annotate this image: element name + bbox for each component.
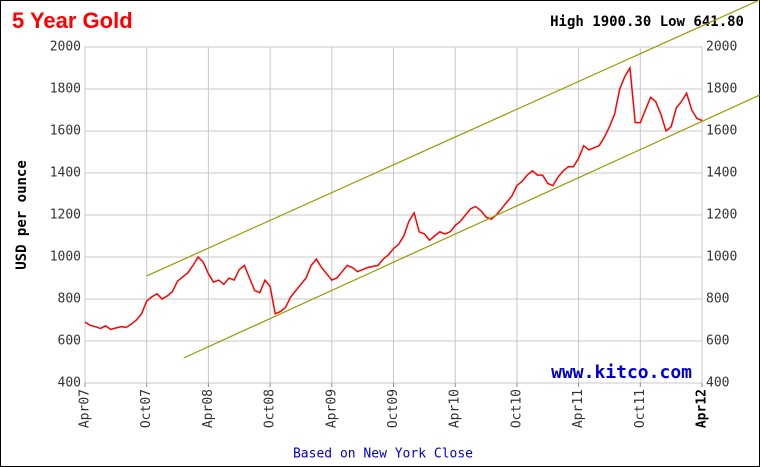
watermark: www.kitco.com: [551, 362, 692, 383]
x-tick-label: Oct11: [633, 389, 648, 428]
trend-line: [183, 94, 760, 359]
x-tick-label: Apr10: [448, 389, 463, 428]
y-tick-label-right: 2000: [706, 40, 737, 55]
y-tick-label: 600: [58, 334, 81, 349]
y-tick-label: 2000: [50, 40, 81, 55]
x-tick-label: Oct08: [263, 389, 278, 428]
x-tick-label: Apr12: [695, 389, 710, 428]
price-line: [84, 65, 703, 331]
y-tick-label: 1800: [50, 82, 81, 97]
x-tick-label: Apr09: [324, 389, 339, 428]
x-tick-label: Oct09: [386, 389, 401, 428]
x-tick-label: Apr07: [78, 389, 93, 428]
y-tick-label-right: 1200: [706, 208, 737, 223]
y-tick-label-right: 400: [706, 376, 729, 391]
trend-line: [146, 0, 760, 277]
y-tick-label: 1200: [50, 208, 81, 223]
y-tick-label: 1600: [50, 124, 81, 139]
y-tick-label: 1400: [50, 166, 81, 181]
y-tick-label: 800: [58, 292, 81, 307]
chart-title: 5 Year Gold: [12, 8, 133, 33]
y-tick-label: 400: [58, 376, 81, 391]
x-axis-label: Based on New York Close: [293, 447, 473, 462]
y-tick-label: 1000: [50, 250, 81, 265]
y-tick-label-right: 1800: [706, 82, 737, 97]
y-tick-label-right: 600: [706, 334, 729, 349]
x-tick-label: Apr11: [571, 389, 586, 428]
y-axis-label: USD per ounce: [14, 160, 30, 270]
y-tick-label-right: 1600: [706, 124, 737, 139]
x-tick-label: Oct07: [139, 389, 154, 428]
y-tick-label-right: 1000: [706, 250, 737, 265]
y-tick-label-right: 1400: [706, 166, 737, 181]
x-tick-label: Apr08: [201, 389, 216, 428]
x-tick-label: Oct10: [509, 389, 524, 428]
high-low: High 1900.30 Low 641.80: [550, 14, 744, 30]
y-tick-label-right: 800: [706, 292, 729, 307]
